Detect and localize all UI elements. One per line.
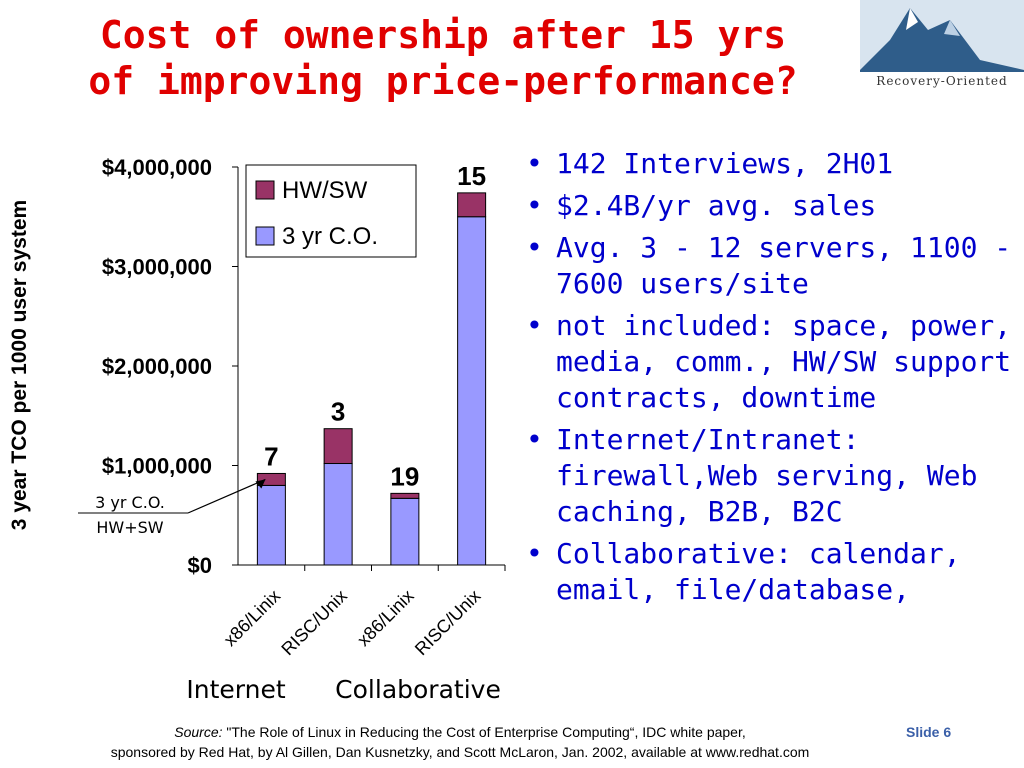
x-tick-label: x86/Linix: [220, 586, 284, 650]
bar-segment: [390, 492, 420, 499]
legend-label: HW/SW: [282, 177, 368, 204]
logo-text: Recovery-Oriented: [876, 74, 1008, 88]
bullet-item: • $2.4B/yr avg. sales: [522, 188, 1022, 224]
x-tick-label: RISC/Unix: [277, 586, 351, 660]
source-citation: "The Role of Linux in Reducing the Cost …: [222, 724, 746, 740]
group-label: Collaborative: [335, 675, 501, 704]
y-tick-label: $1,000,000: [102, 454, 212, 479]
bullet-dot-icon: •: [526, 147, 543, 180]
bullet-text: $2.4B/yr avg. sales: [556, 189, 877, 222]
bar-segment: [457, 216, 487, 566]
bullet-dot-icon: •: [526, 309, 543, 342]
legend-label: 3 yr C.O.: [282, 223, 378, 250]
slide-title: Cost of ownership after 15 yrs of improv…: [18, 12, 868, 104]
recovery-oriented-logo: Recovery-Oriented: [860, 0, 1024, 100]
bar-segment: [256, 484, 286, 566]
tco-bar-chart: $0 $1,000,000 $2,000,000 $3,000,000 $4,000,0…: [8, 155, 506, 704]
bullet-list: • 142 Interviews, 2H01 • $2.4B/yr avg. sal…: [522, 146, 1022, 614]
bar-segment: [323, 428, 353, 465]
slide-number: Slide 6: [906, 724, 952, 740]
group-label: Internet: [186, 675, 285, 704]
legend-swatch: [255, 226, 275, 246]
footer-line-1: Source: "The Role of Linux in Reducing t…: [20, 722, 900, 742]
mountain-logo-icon: [860, 0, 1024, 72]
y-tick-label: $2,000,000: [102, 354, 212, 379]
title-line-2: of improving price-performance?: [88, 59, 798, 103]
y-tick-label: $0: [188, 553, 212, 578]
bullet-dot-icon: •: [526, 231, 543, 264]
bar-segment: [457, 192, 487, 218]
bar-segment: [256, 472, 286, 486]
annotation-line-2: HW+SW: [96, 518, 163, 537]
bullet-item: • not included: space, power, media, comm…: [522, 308, 1022, 416]
bullet-text: not included: space, power, media, comm.…: [556, 309, 1012, 414]
x-tick-label: x86/Linix: [353, 586, 417, 650]
bar-data-label: 3: [331, 397, 345, 427]
bullet-dot-icon: •: [526, 537, 543, 570]
bullet-text: Internet/Intranet: firewall,Web serving,…: [556, 423, 978, 528]
bullet-item: • Internet/Intranet: firewall,Web serving…: [522, 422, 1022, 530]
legend-swatch: [255, 180, 275, 200]
y-tick-label: $4,000,000: [102, 155, 212, 180]
source-label: Source:: [174, 724, 223, 740]
source-footer: Source: "The Role of Linux in Reducing t…: [20, 722, 900, 762]
bullet-item: • Collaborative: calendar, email, file/da…: [522, 536, 1022, 608]
footer-line-2: sponsored by Red Hat, by Al Gillen, Dan …: [110, 744, 810, 760]
bar-data-label: 19: [390, 461, 419, 491]
annotation-line-1: 3 yr C.O.: [95, 493, 165, 512]
bullet-dot-icon: •: [526, 423, 543, 456]
annotation-arrow: [187, 478, 266, 514]
title-line-1: Cost of ownership after 15 yrs: [99, 13, 787, 57]
bullet-text: Collaborative: calendar, email, file/dat…: [556, 537, 961, 606]
bullet-dot-icon: •: [526, 189, 543, 222]
arrow-head-icon: [255, 479, 266, 489]
bar-segment: [323, 463, 353, 566]
bullet-item: • 142 Interviews, 2H01: [522, 146, 1022, 182]
bar-data-label: 15: [457, 161, 486, 191]
bar-segment: [390, 497, 420, 566]
bullet-text: 142 Interviews, 2H01: [556, 147, 894, 180]
x-tick-label: RISC/Unix: [411, 586, 485, 660]
bullet-text: Avg. 3 - 12 servers, 1100 - 7600 users/s…: [556, 231, 1012, 300]
y-tick-label: $3,000,000: [102, 255, 212, 280]
y-axis-title: 3 year TCO per 1000 user system: [8, 200, 31, 530]
bar-data-label: 7: [264, 441, 278, 471]
bullet-item: • Avg. 3 - 12 servers, 1100 - 7600 users/…: [522, 230, 1022, 302]
